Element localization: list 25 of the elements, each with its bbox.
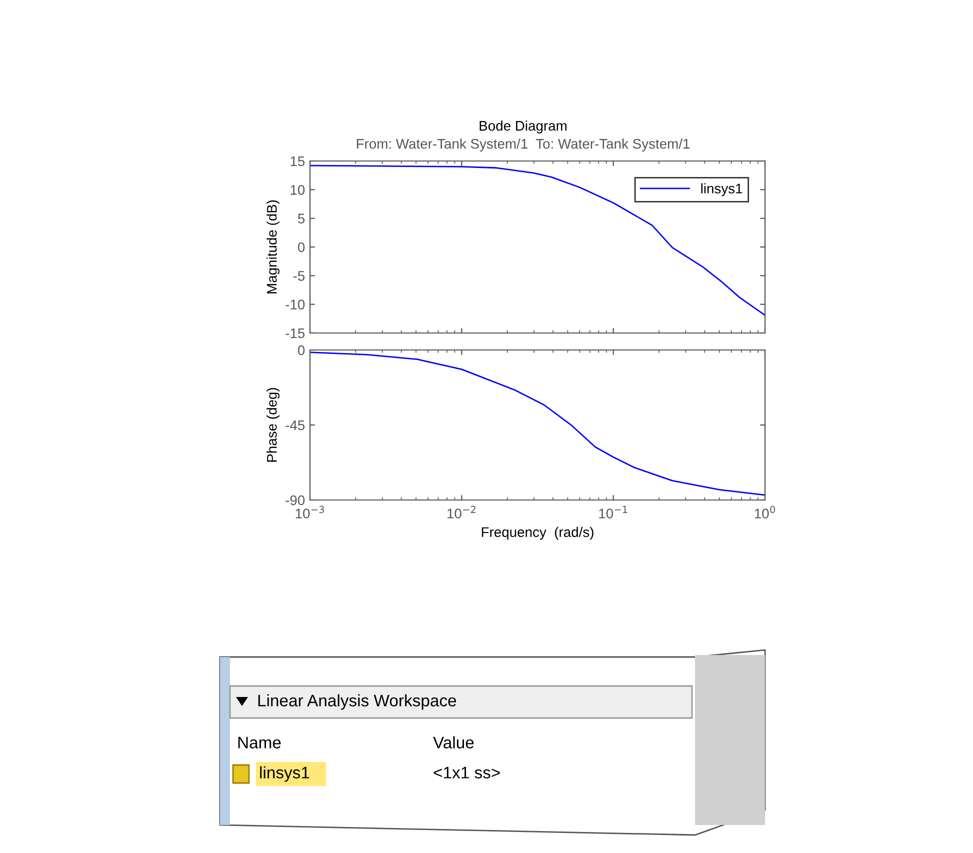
y-tick-label: -10 <box>286 300 305 310</box>
y-tick-label: 15 <box>290 156 305 166</box>
y-tick-label: -90 <box>286 495 305 506</box>
y-tick-label: -5 <box>293 271 305 281</box>
y-axis-title: Phase (deg) <box>266 388 280 462</box>
y-axis-title: Magnitude (dB) <box>266 200 280 294</box>
chart-subtitle: From: Water-Tank System/1 To: Water-Tank System/1 <box>356 138 690 152</box>
text: Linear Analysis Workspace <box>258 694 456 710</box>
x-tick-label: 10$^{−2}$ <box>448 506 476 518</box>
text: Name <box>238 736 281 748</box>
text: linsys1 <box>260 766 310 782</box>
legend-label: linsys1 <box>701 183 742 196</box>
text: Value <box>433 736 474 748</box>
x-tick-label: 10$^{0}$ <box>754 506 776 518</box>
y-tick-label: 10 <box>290 185 305 195</box>
y-tick-label: 5 <box>298 214 305 224</box>
text: <1x1 ss> <box>434 766 500 778</box>
y-tick-label: -45 <box>286 420 305 430</box>
y-tick-label: -15 <box>286 328 305 338</box>
x-tick-label: 10$^{−3}$ <box>296 506 324 518</box>
chart-title: Bode Diagram <box>480 120 566 134</box>
y-tick-label: 0 <box>298 345 305 356</box>
x-tick-label: 10$^{−1}$ <box>599 506 628 518</box>
y-tick-label: 0 <box>298 242 305 252</box>
x-axis-title: Frequency (rad/s) <box>482 526 594 540</box>
